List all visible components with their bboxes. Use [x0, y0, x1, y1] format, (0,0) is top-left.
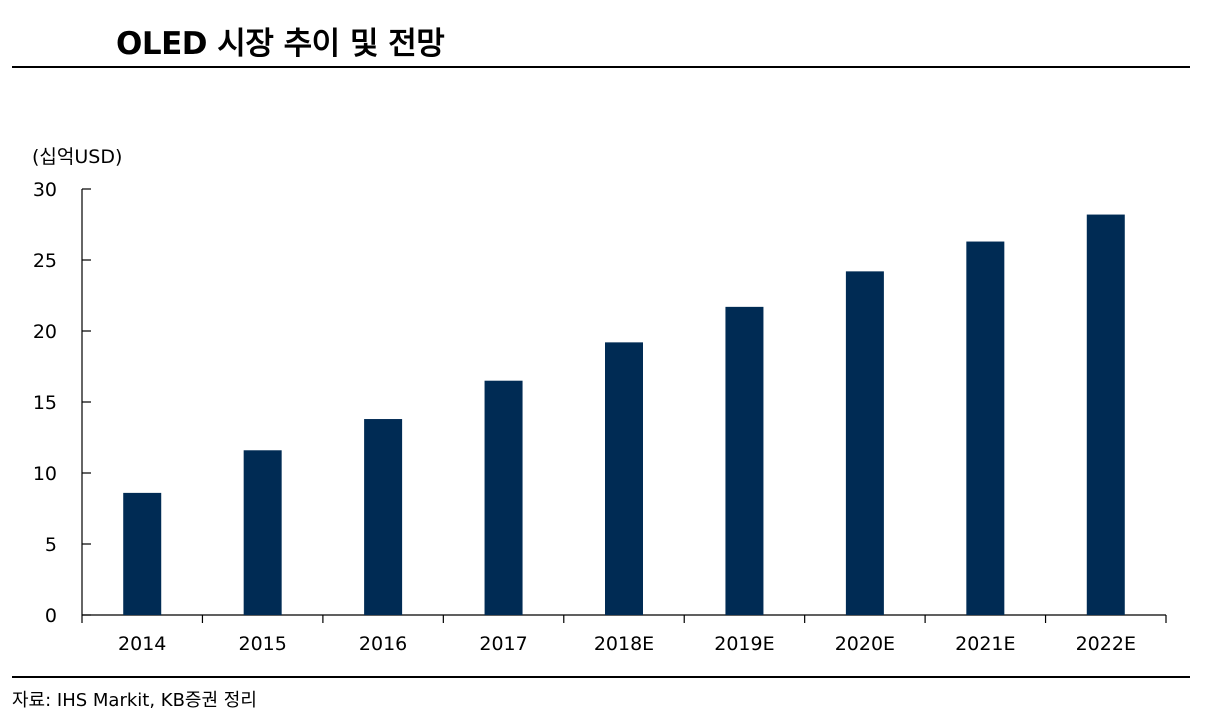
bar-2017: [484, 380, 523, 615]
y-axis-unit-label: (십억USD): [32, 146, 122, 168]
x-tick-label: 2022E: [1076, 633, 1136, 655]
x-tick-label: 2015: [238, 633, 286, 655]
source-note: 자료: IHS Markit, KB증권 정리: [12, 690, 257, 711]
x-tick-label: 2021E: [955, 633, 1015, 655]
x-tick-label: 2018E: [594, 633, 654, 655]
x-axis: 2014 2015 2016 2017 2018E 2019E 2020E 2021E 2022…: [81, 614, 1167, 655]
bar-2022E: [1086, 214, 1125, 615]
y-tick-label: 20: [33, 321, 57, 343]
y-tick-label: 25: [33, 250, 57, 272]
bar-2015: [243, 450, 282, 615]
bar-2020E: [845, 271, 884, 615]
x-tick-label: 2016: [359, 633, 407, 655]
bar-2014: [123, 492, 162, 615]
y-tick-label: 15: [33, 392, 57, 414]
bar-2016: [364, 419, 403, 615]
x-tick-label: 2020E: [835, 633, 895, 655]
chart-title: OLED 시장 추이 및 전망: [116, 26, 445, 62]
y-axis: 0 5 10 15 20 25 30: [33, 179, 91, 627]
y-tick-label: 0: [45, 605, 57, 627]
y-tick-label: 30: [33, 179, 57, 201]
bar-2018E: [605, 342, 643, 615]
x-tick-label: 2014: [118, 633, 166, 655]
y-tick-label: 10: [33, 463, 57, 485]
bar-2021E: [966, 241, 1005, 616]
y-tick-label: 5: [45, 534, 57, 556]
bars: [123, 214, 1125, 616]
top-divider: [12, 66, 1190, 68]
x-tick-label: 2017: [479, 633, 527, 655]
bottom-divider: [12, 676, 1190, 678]
bar-2019E: [725, 306, 764, 615]
x-tick-label: 2019E: [714, 633, 774, 655]
